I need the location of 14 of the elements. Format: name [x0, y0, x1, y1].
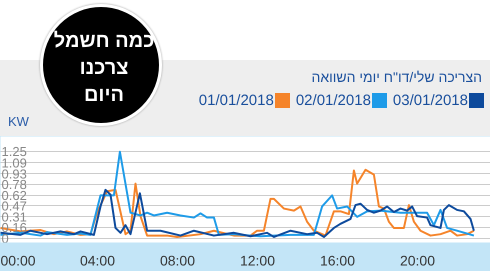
legend-label: 01/01/2018	[198, 91, 274, 111]
x-tick-label: 08:00	[160, 252, 196, 268]
x-tick-label: 20:00	[400, 252, 436, 268]
legend-label: 02/01/2018	[296, 91, 371, 111]
chart-title: הצריכה שלי/דו"ח יומי השוואה	[311, 68, 482, 87]
legend-label: 03/01/2018	[392, 91, 468, 111]
text: כמה חשמל צרכנו היום	[52, 28, 156, 108]
x-tick-label: 00:00	[0, 252, 36, 268]
y-axis-title: KW	[8, 113, 29, 131]
x-tick-label: 12:00	[240, 252, 276, 268]
x-tick-label: 04:00	[80, 252, 116, 268]
x-tick-label: 16:00	[320, 252, 356, 268]
y-tick-label: 0.31	[2, 209, 27, 224]
y-tick-label: 0.62	[2, 188, 27, 203]
